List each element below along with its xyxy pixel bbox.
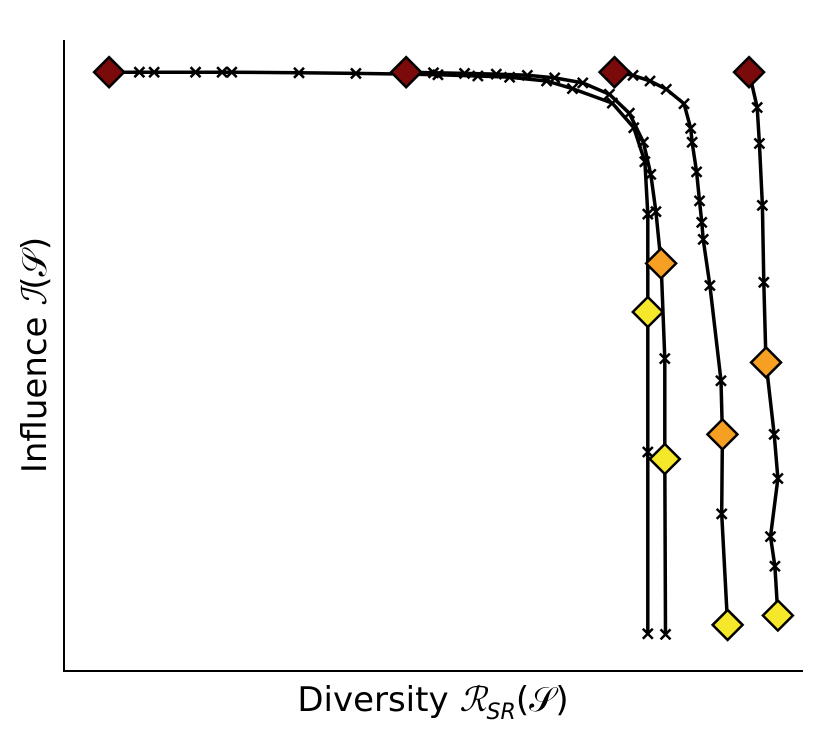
- series-2-line: [404, 70, 668, 637]
- series-2-point-16: [659, 628, 672, 641]
- series-1-point-6: [225, 66, 238, 79]
- series-4-yellow-diamond-marker: [761, 598, 795, 633]
- series-3-point-12: [704, 279, 716, 292]
- series-2-point-2: [427, 66, 440, 79]
- marker-layer: [92, 55, 795, 642]
- series-4-point-4: [756, 199, 769, 212]
- series-1-point-8: [350, 67, 362, 80]
- series-2-yellow-diamond-marker: [648, 442, 682, 476]
- series-1-line: [107, 70, 650, 636]
- series-3-point-11: [697, 233, 710, 246]
- series-layer: [103, 66, 784, 641]
- series-2-point-8: [603, 88, 616, 101]
- series-3-point-3: [644, 75, 656, 87]
- series-2-dark-red-diamond-marker: [389, 55, 423, 89]
- series-4-point-7: [768, 428, 781, 441]
- series-2-point-10: [637, 136, 650, 149]
- series-4-dark-red-diamond-marker: [732, 55, 766, 89]
- series-2: [400, 66, 672, 641]
- series-3-point-10: [695, 216, 708, 229]
- series-2-point-5: [521, 69, 534, 82]
- series-2-point-14: [658, 352, 671, 365]
- series-2-point-3: [458, 67, 471, 80]
- series-3: [608, 66, 734, 631]
- series-3-point-13: [715, 374, 727, 387]
- series-1-point-18: [641, 208, 654, 221]
- series-3-point-5: [678, 97, 690, 110]
- series-2-point-6: [548, 71, 561, 84]
- series-1-point-21: [641, 627, 654, 640]
- series-3-point-7: [686, 136, 699, 149]
- series-4: [743, 66, 784, 622]
- series-2-point-7: [576, 77, 589, 89]
- series-4-orange-diamond-marker: [749, 345, 783, 380]
- series-4-point-2: [751, 101, 764, 114]
- series-2-orange-diamond-marker: [644, 246, 678, 281]
- series-1-point-5: [216, 66, 229, 79]
- series-3-point-4: [660, 83, 673, 96]
- series-4-point-5: [757, 276, 770, 289]
- series-3-point-6: [684, 122, 697, 135]
- series-1: [103, 66, 654, 640]
- series-1-point-4: [189, 66, 202, 79]
- series-1-point-2: [133, 66, 146, 79]
- series-1-dark-red-diamond-marker: [92, 55, 126, 89]
- x-axis-label: Diversity ℛSR(𝒮): [297, 680, 568, 725]
- series-1-point-14: [566, 82, 579, 95]
- series-3-dark-red-diamond-marker: [597, 55, 632, 89]
- series-1-point-3: [148, 66, 161, 79]
- series-2-point-9: [623, 107, 636, 120]
- series-4-point-3: [753, 137, 766, 150]
- series-3-point-15: [715, 507, 728, 520]
- series-1-point-20: [641, 446, 654, 458]
- series-3-yellow-diamond-marker: [710, 608, 745, 642]
- series-3-point-8: [690, 165, 703, 178]
- y-axis-label: Influence ℐ(𝒮): [15, 237, 55, 473]
- series-2-point-4: [490, 68, 503, 80]
- series-2-point-12: [650, 205, 662, 218]
- series-3-point-9: [693, 195, 706, 207]
- series-1-point-7: [293, 66, 305, 79]
- series-4-point-8: [771, 472, 784, 485]
- series-3-line: [612, 70, 730, 627]
- axes: [63, 40, 803, 672]
- series-2-point-11: [644, 168, 657, 181]
- series-4-point-9: [764, 530, 777, 543]
- series-4-point-10: [769, 560, 781, 573]
- series-1-yellow-diamond-marker: [631, 295, 665, 329]
- series-3-orange-diamond-marker: [705, 417, 740, 452]
